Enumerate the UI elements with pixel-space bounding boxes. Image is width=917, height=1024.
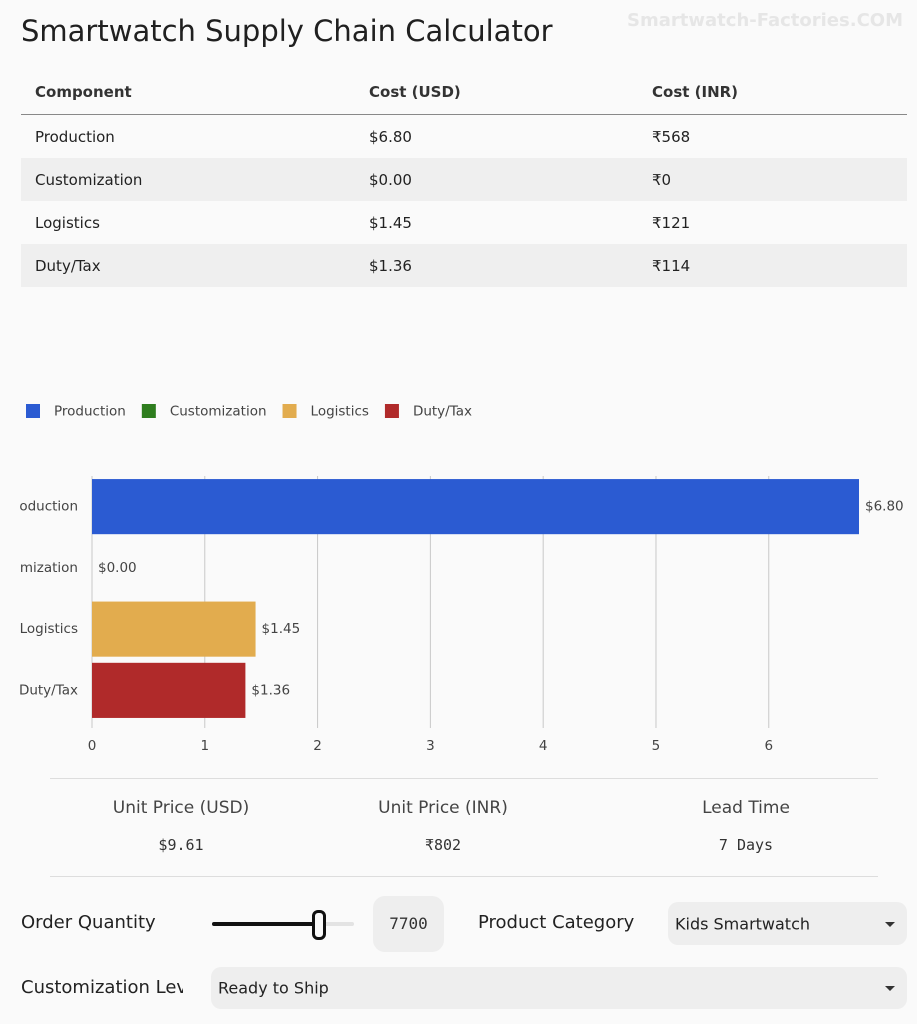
divider xyxy=(50,778,878,779)
table-row: Customization $0.00 ₹0 xyxy=(21,158,907,201)
table-cell: Logistics xyxy=(35,213,100,232)
y-tick-label: Customization xyxy=(0,560,78,576)
legend-swatch xyxy=(282,404,297,418)
table-row: Logistics $1.45 ₹121 xyxy=(21,201,907,244)
select-value: Kids Smartwatch xyxy=(675,914,811,933)
legend-label: Logistics xyxy=(311,404,369,420)
page-title: Smartwatch Supply Chain Calculator xyxy=(21,14,553,48)
table-cell: ₹568 xyxy=(652,127,691,146)
column-header: Component xyxy=(21,70,355,115)
data-label: $1.36 xyxy=(251,682,290,698)
summary-value: $9.61 xyxy=(158,836,204,854)
legend-label: Customization xyxy=(170,404,267,420)
control-label: Product Category xyxy=(478,912,635,933)
x-tick-label: 4 xyxy=(539,738,548,754)
legend-label: Duty/Tax xyxy=(413,404,472,420)
legend-swatch xyxy=(141,404,156,418)
legend-label: Production xyxy=(54,404,126,420)
data-label: $6.80 xyxy=(865,499,904,515)
table-cell: Customization xyxy=(21,158,355,201)
slider-track[interactable] xyxy=(212,910,354,940)
table-row: Duty/Tax $1.36 ₹114 xyxy=(21,244,907,287)
control-label: Order Quantity xyxy=(21,912,156,933)
table-cell: ₹114 xyxy=(638,244,907,287)
data-label: $1.45 xyxy=(262,621,301,637)
caret xyxy=(885,921,895,927)
x-tick-label: 1 xyxy=(200,738,209,754)
bar xyxy=(92,662,246,718)
x-tick-label: 6 xyxy=(764,738,773,754)
bar xyxy=(92,479,859,535)
caret xyxy=(885,986,895,991)
summary-value: ₹802 xyxy=(424,836,462,854)
x-tick-label: 3 xyxy=(426,738,435,754)
y-tick-label: Logistics xyxy=(20,621,78,637)
summary-label: Unit Price (INR) xyxy=(378,798,508,818)
x-tick-label: 5 xyxy=(652,738,661,754)
table-header: Component Cost (USD) Cost (INR) xyxy=(21,70,907,115)
select-value: Ready to Ship xyxy=(218,978,329,998)
watermark: Smartwatch-Factories.COM xyxy=(627,10,903,31)
y-tick-label: Production xyxy=(6,499,78,515)
slider-fill xyxy=(212,922,318,926)
category-select[interactable]: Kids Smartwatch xyxy=(668,902,907,945)
column-header: Cost (USD) xyxy=(355,70,638,115)
table-cell: $1.36 xyxy=(355,244,638,287)
table-cell: ₹121 xyxy=(652,213,691,232)
legend-swatch xyxy=(26,404,40,418)
table-row: Production $6.80 ₹568 xyxy=(21,115,907,159)
table-cell: ₹0 xyxy=(638,158,907,201)
table-cell: Duty/Tax xyxy=(21,244,355,287)
table-cell: $0.00 xyxy=(355,158,638,201)
table-cell: $6.80 xyxy=(369,127,412,146)
x-tick-label: 2 xyxy=(313,738,322,754)
summary-value: 7 Days xyxy=(718,836,774,854)
slider-thumb[interactable] xyxy=(312,910,326,940)
legend-swatch xyxy=(384,404,399,418)
bar xyxy=(92,601,256,657)
summary-label: Lead Time xyxy=(702,798,790,818)
column-header: Cost (INR) xyxy=(638,70,907,115)
y-tick-label: Duty/Tax xyxy=(19,682,78,698)
divider xyxy=(50,876,878,877)
quantity-input[interactable]: 7700 xyxy=(373,896,444,952)
table-cell: $1.45 xyxy=(369,213,412,232)
data-label: $0.00 xyxy=(98,560,137,576)
table-cell: Production xyxy=(35,127,115,146)
cost-table: Component Cost (USD) Cost (INR) Producti… xyxy=(21,70,907,287)
chart: Production Customization Logistics Duty/Tax… xyxy=(0,404,904,755)
control-label: Customization Level xyxy=(21,977,183,998)
customization-select[interactable]: Ready to Ship xyxy=(211,967,907,1009)
x-tick-label: 0 xyxy=(88,738,97,754)
summary-label: Unit Price (USD) xyxy=(112,798,250,818)
